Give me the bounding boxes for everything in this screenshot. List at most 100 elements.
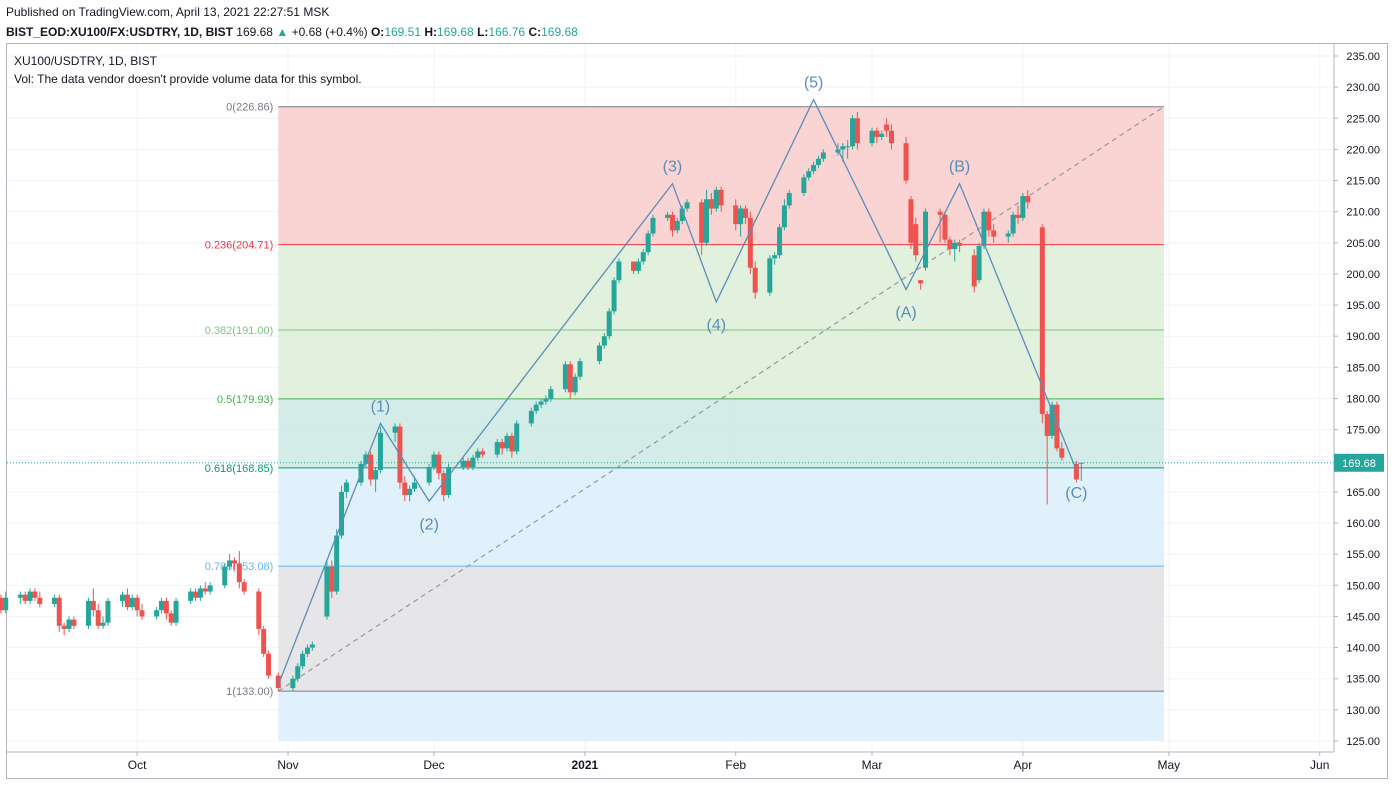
candle-body (275, 675, 281, 689)
y-tick-label: 155.00 (1346, 549, 1380, 561)
candle-body (884, 124, 890, 131)
chart-frame[interactable] (6, 43, 1388, 779)
candle-body (236, 563, 242, 583)
y-tick-label: 190.00 (1346, 331, 1380, 343)
candle-body (368, 454, 374, 480)
candle-body (202, 588, 208, 592)
candle-body (772, 255, 778, 259)
candle-body (548, 389, 554, 399)
candle-body (100, 622, 106, 626)
wave-label: (4) (706, 317, 726, 334)
candle-body (197, 588, 203, 598)
x-tick-label: Oct (128, 758, 147, 772)
candle-body (1005, 233, 1011, 237)
candle-body (986, 211, 992, 231)
candle-body (606, 311, 612, 337)
candle-body (266, 653, 272, 676)
candle-body (806, 171, 812, 178)
candle-body (820, 152, 826, 159)
candle-body (840, 146, 846, 150)
y-tick-label: 140.00 (1346, 643, 1380, 655)
candle-body (976, 245, 982, 281)
candle-body (193, 591, 199, 598)
x-tick-label: Nov (277, 758, 298, 772)
fib-band (278, 330, 1164, 399)
candle-body (465, 460, 471, 467)
candle-body (339, 491, 345, 536)
candle-body (324, 566, 330, 617)
fib-level-label: 0.618(168.85) (205, 463, 274, 475)
candle-body (957, 242, 963, 246)
candle-body (733, 205, 739, 225)
candle-body (669, 214, 675, 231)
candle-body (231, 560, 237, 564)
candle-body (1010, 214, 1016, 234)
fib-level-label: 1(133.00) (226, 686, 273, 698)
candle-body (674, 221, 680, 231)
candle-body (888, 130, 894, 144)
candle-body (27, 591, 33, 601)
y-tick-label: 145.00 (1346, 611, 1380, 623)
published-line: Published on TradingView.com, April 13, … (6, 5, 330, 19)
y-tick-label: 235.00 (1346, 51, 1380, 63)
candle-body (95, 610, 101, 626)
candle-body (373, 470, 379, 480)
x-tick-label: 2021 (572, 758, 599, 772)
candle-body (665, 214, 671, 218)
candle-body (684, 202, 690, 209)
legend-symbol: XU100/USDTRY, 1D, BIST (14, 54, 157, 68)
candle-body (105, 600, 111, 623)
x-tick-label: May (1158, 758, 1181, 772)
x-tick-label: Feb (725, 758, 746, 772)
candle-body (295, 666, 301, 679)
candle-body (1054, 404, 1060, 449)
candle-body (1078, 462, 1084, 464)
candle-body (708, 199, 714, 209)
chart-header: Published on TradingView.com, April 13, … (6, 2, 1386, 42)
candle-body (309, 644, 315, 648)
candle-body (645, 233, 651, 253)
close-label: C: (528, 25, 542, 39)
fib-band (278, 467, 1164, 567)
candle-body (504, 435, 510, 449)
y-tick-label: 160.00 (1346, 518, 1380, 530)
candle-body (1044, 414, 1050, 436)
candle-body (90, 600, 96, 611)
candle-body (32, 591, 38, 598)
candle-body (903, 143, 909, 181)
candle-body (971, 255, 977, 287)
candle-body (533, 404, 539, 411)
y-tick-label: 195.00 (1346, 300, 1380, 312)
candle-body (713, 189, 719, 209)
candle-body (596, 345, 602, 362)
candle-body (699, 202, 705, 243)
low-label: L: (477, 25, 489, 39)
wave-label: (5) (804, 75, 824, 92)
candle-body (601, 336, 607, 346)
candle-body (402, 482, 408, 496)
candle-body (1039, 227, 1045, 415)
candle-body (480, 451, 486, 455)
candle-body (188, 591, 194, 601)
candle-body (158, 600, 164, 611)
candle-body (869, 130, 875, 144)
candle-body (168, 613, 174, 623)
candle-body (460, 460, 466, 467)
candle-body (61, 625, 67, 629)
y-tick-label: 200.00 (1346, 269, 1380, 281)
y-tick-label: 225.00 (1346, 113, 1380, 125)
candle-body (436, 454, 442, 474)
candle-body (22, 594, 28, 601)
wave-label: (B) (949, 159, 970, 176)
candle-body (446, 467, 452, 496)
candle-body (742, 208, 748, 218)
fib-band (278, 244, 1164, 330)
candle-body (407, 488, 413, 496)
y-tick-label: 215.00 (1346, 176, 1380, 188)
close-value: 169.68 (541, 25, 578, 39)
y-tick-label: 205.00 (1346, 238, 1380, 250)
x-tick-label: Apr (1014, 758, 1033, 772)
candle-body (17, 594, 23, 598)
symbol-line: BIST_EOD:XU100/FX:USDTRY, 1D, BIST (6, 25, 233, 39)
